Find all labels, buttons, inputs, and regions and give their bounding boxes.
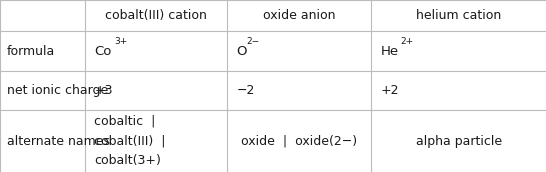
Text: cobalt(III) cation: cobalt(III) cation [105,9,206,22]
Text: Co: Co [94,45,112,58]
Text: oxide  |  oxide(2−): oxide | oxide(2−) [241,135,357,148]
Text: +3: +3 [94,84,113,97]
Text: alpha particle: alpha particle [416,135,502,148]
Text: cobalt(III)  |: cobalt(III) | [94,135,166,148]
Text: alternate names: alternate names [7,135,110,148]
Text: net ionic charge: net ionic charge [7,84,108,97]
Text: oxide anion: oxide anion [263,9,335,22]
Text: 2−: 2− [246,37,259,46]
Text: O: O [236,45,247,58]
Text: formula: formula [7,45,55,58]
Text: cobalt(3+): cobalt(3+) [94,154,161,167]
Text: helium cation: helium cation [416,9,501,22]
Text: +2: +2 [381,84,400,97]
Text: 2+: 2+ [401,37,414,46]
Text: cobaltic  |: cobaltic | [94,115,156,128]
Text: −2: −2 [236,84,255,97]
Text: He: He [381,45,399,58]
Text: 3+: 3+ [114,37,127,46]
